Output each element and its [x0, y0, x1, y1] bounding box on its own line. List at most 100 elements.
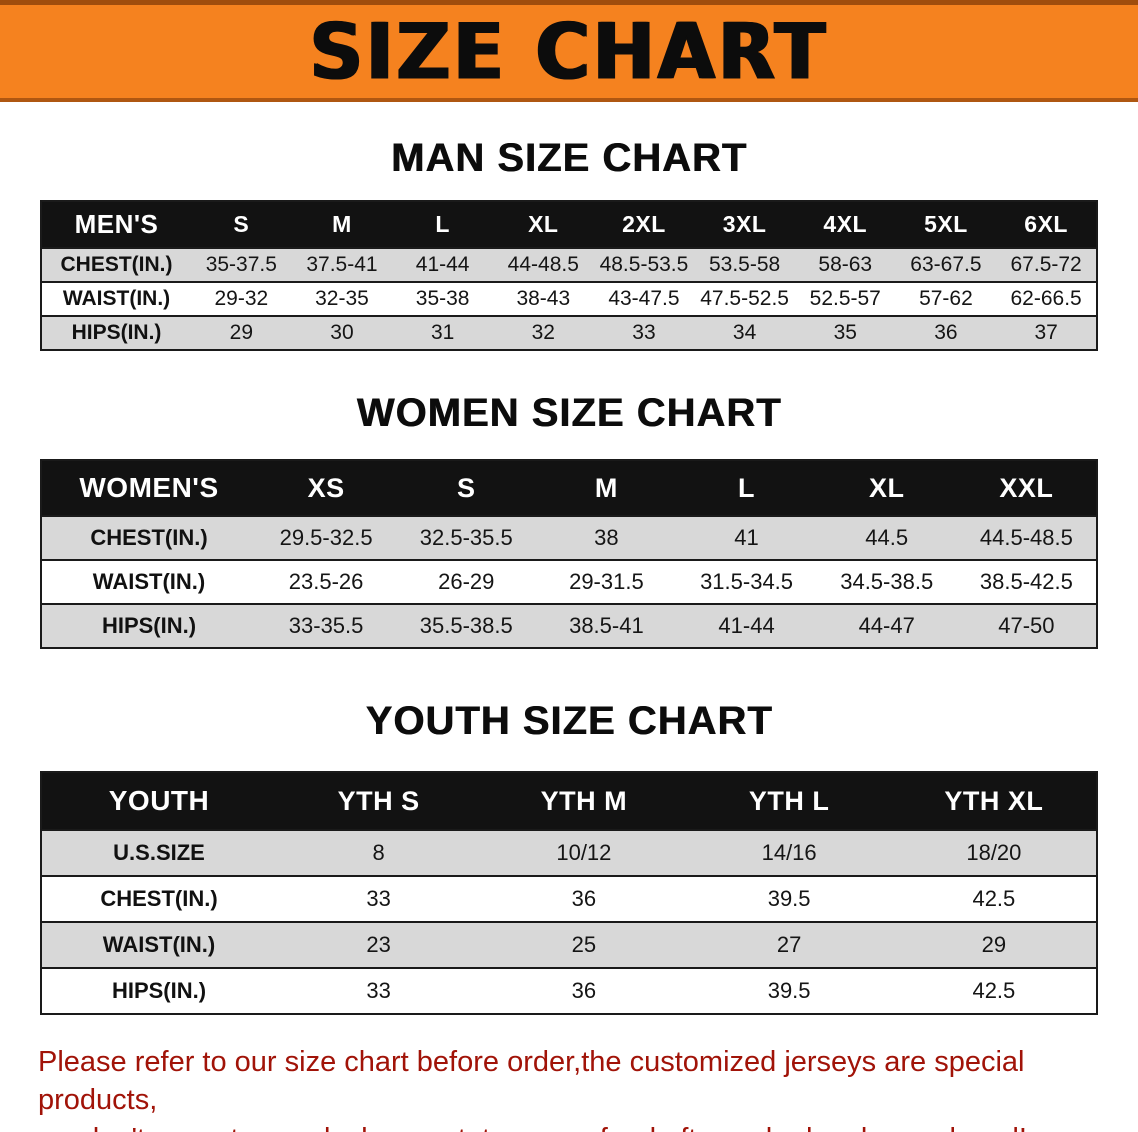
value-cell: 38.5-41	[536, 603, 677, 649]
table-row: HIPS(IN.) 33 36 39.5 42.5	[41, 967, 1097, 1015]
row-label-cell: HIPS(IN.)	[41, 967, 276, 1015]
value-cell: 23	[276, 921, 482, 969]
size-header-cell: YTH S	[276, 771, 482, 831]
row-label-cell: HIPS(IN.)	[41, 315, 191, 351]
value-cell: 38-43	[492, 281, 594, 317]
row-label-cell: WAIST(IN.)	[41, 921, 276, 969]
value-cell: 36	[895, 315, 997, 351]
value-cell: 29	[891, 921, 1097, 969]
banner: SIZE CHART	[0, 0, 1138, 102]
row-label-cell: CHEST(IN.)	[41, 247, 191, 283]
value-cell: 23.5-26	[256, 559, 397, 605]
table-title-cell: YOUTH	[41, 771, 276, 831]
value-cell: 57-62	[895, 281, 997, 317]
value-cell: 36	[481, 967, 687, 1015]
value-cell: 29-31.5	[536, 559, 677, 605]
row-label-cell: CHEST(IN.)	[41, 515, 256, 561]
footer-line-2: we don't accept cancel, change, teturn o…	[38, 1120, 1100, 1132]
table-row: WAIST(IN.) 23 25 27 29	[41, 921, 1097, 969]
table-header-row: MEN'S S M L XL 2XL 3XL 4XL 5XL 6XL	[41, 200, 1097, 249]
youth-section-heading: YOUTH SIZE CHART	[365, 699, 773, 743]
size-header-cell: YTH L	[686, 771, 892, 831]
value-cell: 43-47.5	[593, 281, 695, 317]
size-header-cell: XS	[256, 459, 397, 517]
page-title: SIZE CHART	[309, 6, 829, 97]
size-header-cell: S	[396, 459, 537, 517]
value-cell: 63-67.5	[895, 247, 997, 283]
value-cell: 44-48.5	[492, 247, 594, 283]
size-header-cell: L	[392, 200, 493, 249]
value-cell: 8	[276, 829, 482, 877]
value-cell: 48.5-53.5	[593, 247, 695, 283]
value-cell: 27	[686, 921, 892, 969]
value-cell: 39.5	[686, 967, 892, 1015]
size-header-cell: M	[291, 200, 393, 249]
table-row: U.S.SIZE 8 10/12 14/16 18/20	[41, 829, 1097, 877]
men-size-table: MEN'S S M L XL 2XL 3XL 4XL 5XL 6XL CHEST(IN.) 35-37…	[40, 200, 1098, 351]
table-row: CHEST(IN.) 29.5-32.5 32.5-35.5 38 41 44.5 44.5…	[41, 515, 1097, 561]
size-header-cell: XL	[492, 200, 594, 249]
value-cell: 47-50	[956, 603, 1097, 649]
table-row: WAIST(IN.) 23.5-26 26-29 29-31.5 31.5-34.5 34…	[41, 559, 1097, 605]
women-section-heading: WOMEN SIZE CHART	[356, 391, 782, 435]
size-header-cell: 6XL	[996, 200, 1097, 249]
value-cell: 33	[276, 967, 482, 1015]
value-cell: 42.5	[891, 875, 1097, 923]
women-size-table: WOMEN'S XS S M L XL XXL CHEST(IN.) 29.5-32.5 32.5…	[40, 459, 1098, 649]
value-cell: 26-29	[396, 559, 537, 605]
value-cell: 53.5-58	[694, 247, 795, 283]
value-cell: 34	[694, 315, 795, 351]
men-section-heading: MAN SIZE CHART	[390, 136, 748, 180]
value-cell: 37	[996, 315, 1097, 351]
table-title-cell: WOMEN'S	[41, 459, 256, 517]
value-cell: 32-35	[291, 281, 393, 317]
value-cell: 35.5-38.5	[396, 603, 537, 649]
footer-note: Please refer to our size chart before or…	[38, 1043, 1100, 1132]
footer-line-1: Please refer to our size chart before or…	[38, 1046, 1025, 1117]
value-cell: 67.5-72	[996, 247, 1097, 283]
value-cell: 44.5	[816, 515, 957, 561]
value-cell: 32.5-35.5	[396, 515, 537, 561]
value-cell: 39.5	[686, 875, 892, 923]
size-header-cell: YTH M	[481, 771, 687, 831]
value-cell: 33	[593, 315, 695, 351]
size-header-cell: 5XL	[895, 200, 997, 249]
value-cell: 62-66.5	[996, 281, 1097, 317]
size-header-cell: XL	[816, 459, 957, 517]
value-cell: 25	[481, 921, 687, 969]
size-header-cell: 2XL	[593, 200, 695, 249]
value-cell: 41-44	[676, 603, 817, 649]
value-cell: 38	[536, 515, 677, 561]
size-header-cell: XXL	[956, 459, 1097, 517]
value-cell: 29.5-32.5	[256, 515, 397, 561]
women-size-section: WOMEN SIZE CHART WOMEN'S XS S M L XL XXL CHEST(…	[0, 389, 1138, 649]
size-header-cell: L	[676, 459, 817, 517]
men-size-section: MAN SIZE CHART MEN'S S M L XL 2XL 3XL 4XL 5XL 6XL…	[0, 134, 1138, 351]
row-label-cell: HIPS(IN.)	[41, 603, 256, 649]
table-row: WAIST(IN.) 29-32 32-35 35-38 38-43 43-47.5 47.…	[41, 281, 1097, 317]
table-row: HIPS(IN.) 29 30 31 32 33 34 35 36 37	[41, 315, 1097, 351]
value-cell: 58-63	[794, 247, 896, 283]
value-cell: 14/16	[686, 829, 892, 877]
value-cell: 31	[392, 315, 493, 351]
youth-size-table: YOUTH YTH S YTH M YTH L YTH XL U.S.SIZE 8 10/12…	[40, 771, 1098, 1015]
table-row: CHEST(IN.) 33 36 39.5 42.5	[41, 875, 1097, 923]
value-cell: 33-35.5	[256, 603, 397, 649]
value-cell: 18/20	[891, 829, 1097, 877]
value-cell: 35-37.5	[191, 247, 292, 283]
row-label-cell: WAIST(IN.)	[41, 559, 256, 605]
value-cell: 47.5-52.5	[694, 281, 795, 317]
value-cell: 35-38	[392, 281, 493, 317]
table-header-row: YOUTH YTH S YTH M YTH L YTH XL	[41, 771, 1097, 831]
value-cell: 42.5	[891, 967, 1097, 1015]
table-header-row: WOMEN'S XS S M L XL XXL	[41, 459, 1097, 517]
row-label-cell: WAIST(IN.)	[41, 281, 191, 317]
value-cell: 41-44	[392, 247, 493, 283]
size-header-cell: M	[536, 459, 677, 517]
value-cell: 30	[291, 315, 393, 351]
table-row: CHEST(IN.) 35-37.5 37.5-41 41-44 44-48.5 48.5…	[41, 247, 1097, 283]
value-cell: 29	[191, 315, 292, 351]
value-cell: 34.5-38.5	[816, 559, 957, 605]
value-cell: 31.5-34.5	[676, 559, 817, 605]
